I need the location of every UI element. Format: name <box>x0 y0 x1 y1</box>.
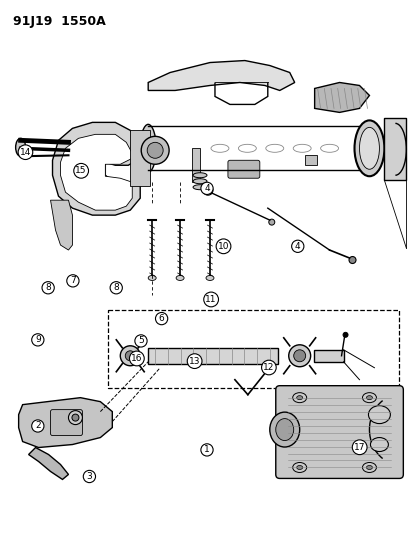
Ellipse shape <box>366 465 372 470</box>
Ellipse shape <box>348 256 355 263</box>
Ellipse shape <box>293 350 305 362</box>
Ellipse shape <box>269 412 299 447</box>
Text: 16: 16 <box>131 354 142 363</box>
Ellipse shape <box>140 124 156 172</box>
Text: 13: 13 <box>188 357 200 366</box>
Bar <box>313 350 343 362</box>
Bar <box>192 148 199 182</box>
Polygon shape <box>52 123 140 215</box>
Ellipse shape <box>192 179 206 184</box>
Ellipse shape <box>368 406 389 424</box>
FancyBboxPatch shape <box>275 386 402 479</box>
Ellipse shape <box>288 345 310 367</box>
Text: 3: 3 <box>86 472 92 481</box>
Text: 12: 12 <box>263 363 274 372</box>
Text: 5: 5 <box>138 336 143 345</box>
FancyBboxPatch shape <box>50 410 82 435</box>
Ellipse shape <box>192 173 206 177</box>
Ellipse shape <box>292 463 306 472</box>
Text: 17: 17 <box>353 443 365 452</box>
Text: 4: 4 <box>204 184 209 193</box>
Ellipse shape <box>296 395 302 400</box>
Ellipse shape <box>342 333 347 337</box>
Text: 8: 8 <box>113 283 119 292</box>
Ellipse shape <box>192 185 206 190</box>
Polygon shape <box>28 448 68 480</box>
Polygon shape <box>19 398 112 448</box>
Ellipse shape <box>72 414 79 421</box>
Ellipse shape <box>362 463 375 472</box>
Ellipse shape <box>275 418 293 441</box>
FancyBboxPatch shape <box>228 160 259 178</box>
Ellipse shape <box>125 351 135 361</box>
Ellipse shape <box>354 120 384 176</box>
Text: 4: 4 <box>294 242 300 251</box>
Ellipse shape <box>16 139 26 156</box>
Ellipse shape <box>206 276 214 280</box>
Ellipse shape <box>296 465 302 470</box>
Text: 14: 14 <box>20 148 31 157</box>
Text: 11: 11 <box>205 295 216 304</box>
Ellipse shape <box>120 346 140 366</box>
Text: 8: 8 <box>45 283 51 292</box>
Bar <box>108 310 399 387</box>
Polygon shape <box>314 83 368 112</box>
Polygon shape <box>148 61 294 91</box>
Ellipse shape <box>292 393 306 402</box>
Bar <box>130 131 150 186</box>
Bar <box>304 155 316 165</box>
Ellipse shape <box>358 127 378 169</box>
Text: 10: 10 <box>217 242 229 251</box>
Ellipse shape <box>141 136 169 164</box>
Text: 7: 7 <box>70 276 76 285</box>
Text: 2: 2 <box>35 422 40 431</box>
Ellipse shape <box>148 276 156 280</box>
Text: 15: 15 <box>75 166 87 175</box>
Ellipse shape <box>68 410 82 425</box>
Ellipse shape <box>147 142 163 158</box>
Text: 91J19  1550A: 91J19 1550A <box>13 15 105 28</box>
Ellipse shape <box>266 364 273 371</box>
Text: 6: 6 <box>158 314 164 323</box>
Ellipse shape <box>362 393 375 402</box>
Ellipse shape <box>366 395 372 400</box>
Polygon shape <box>60 134 132 210</box>
Polygon shape <box>50 200 72 250</box>
Ellipse shape <box>268 219 274 225</box>
Bar <box>148 348 277 364</box>
Bar <box>384 118 405 180</box>
Ellipse shape <box>176 276 184 280</box>
Ellipse shape <box>370 438 387 451</box>
Ellipse shape <box>202 185 212 195</box>
Text: 9: 9 <box>35 335 40 344</box>
Text: 1: 1 <box>204 446 209 455</box>
